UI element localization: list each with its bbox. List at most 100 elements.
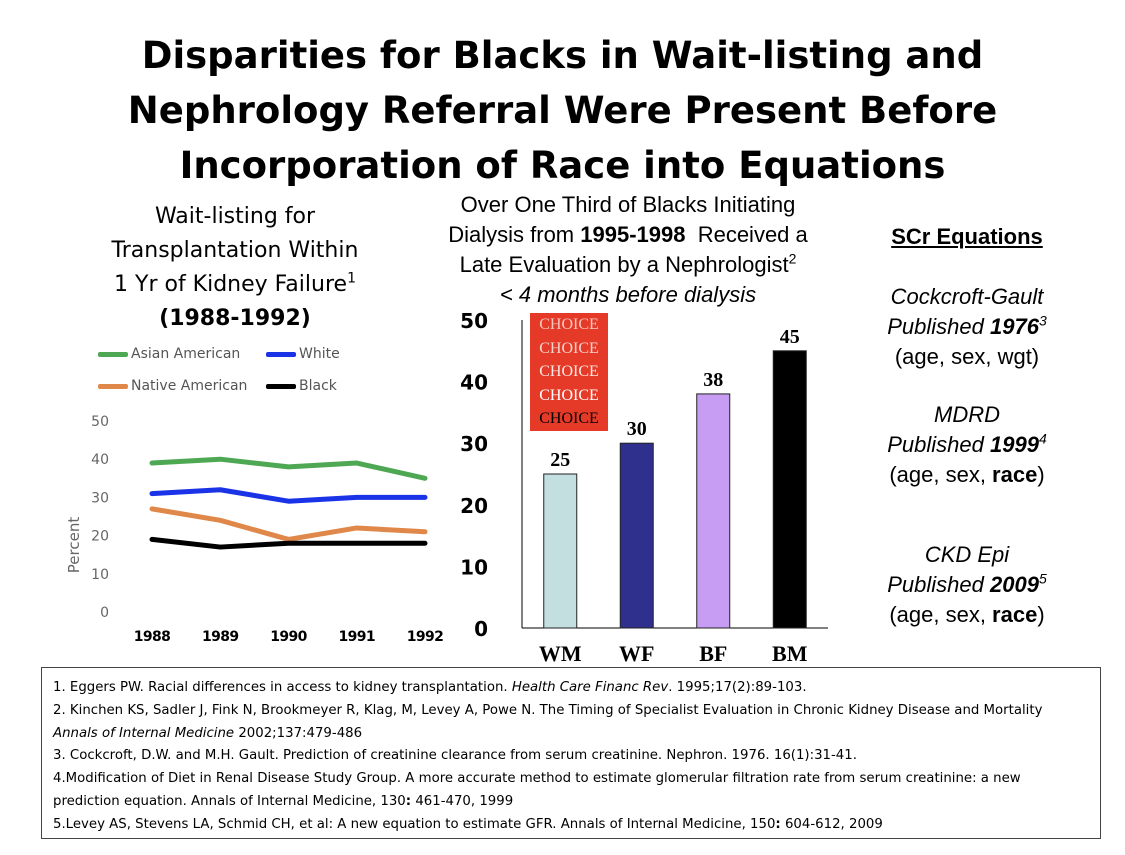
- reference-colon: :: [775, 816, 781, 832]
- y-tick-label: 40: [91, 452, 109, 468]
- reference-text: 4.Modification of Diet in Renal Disease …: [53, 771, 1021, 809]
- equation-cockcroft-gault: Cockcroft-Gault Published 19763 (age, se…: [862, 282, 1072, 372]
- line-chart-title-line-2: Transplantation Within: [111, 238, 359, 263]
- title-line-2: Nephrology Referral Were Present Before: [127, 89, 998, 132]
- line-chart-title-line-3-text: 1 Yr of Kidney Failure: [114, 272, 348, 297]
- equation-ckd-epi: CKD Epi Published 20095 (age, sex, race): [862, 540, 1072, 630]
- y-tick-label: 40: [460, 371, 488, 395]
- equation-variables-race: race: [992, 602, 1038, 627]
- equation-ref: 3: [1038, 312, 1047, 329]
- y-tick-label: 10: [460, 555, 488, 579]
- reference-text: 5.Levey AS, Stevens LA, Schmid CH, et al…: [53, 816, 776, 832]
- equation-published: Published 19763: [862, 312, 1072, 342]
- y-tick-label: 50: [460, 309, 488, 333]
- title-line-3: Incorporation of Race into Equations: [179, 144, 946, 187]
- line-chart-title: Wait-listing for Transplantation Within …: [60, 200, 410, 336]
- bar-bm: [772, 350, 807, 629]
- bar-value-label: 30: [627, 418, 647, 440]
- x-tick-label: 1989: [202, 629, 239, 645]
- bar-chart: 0 10 20 30 40 50 25 WM 30 WF 38 BF 45 BM: [460, 309, 828, 666]
- equation-variables: (age, sex, wgt): [862, 342, 1072, 372]
- legend-label-asian-american: Asian American: [131, 346, 241, 362]
- equation-ref: 4: [1038, 430, 1047, 447]
- equation-published: Published 20095: [862, 570, 1072, 600]
- reference-colon: :: [405, 793, 412, 809]
- x-tick-label: 1990: [270, 629, 307, 645]
- legend-label-native-american: Native American: [131, 378, 248, 394]
- y-tick-label: 0: [100, 605, 109, 621]
- line-chart: 0 10 20 30 40 50 1988 1989 1990 1991 1992 Percent: [65, 414, 444, 645]
- legend-label-white: White: [299, 346, 340, 362]
- reference-5: 5.Levey AS, Stevens LA, Schmid CH, et al…: [53, 814, 1090, 837]
- bar-value-label: 45: [780, 326, 800, 348]
- line-chart-title-years: (1988-1992): [159, 306, 311, 331]
- equation-variables: (age, sex, race): [862, 600, 1072, 630]
- bar-value-label: 25: [550, 449, 570, 471]
- equation-variables: (age, sex, race): [862, 460, 1072, 490]
- reference-2: 2. Kinchen KS, Sadler J, Fink N, Brookme…: [53, 700, 1090, 746]
- bar-chart-title-line-2-post: Received a: [685, 222, 808, 247]
- x-tick-label: 1988: [134, 629, 171, 645]
- legend-item-native-american: Native American: [98, 378, 247, 394]
- scr-equations-title: SCr Equations: [891, 224, 1043, 249]
- equation-published-label: Published: [887, 314, 990, 339]
- equation-published-label: Published: [887, 432, 990, 457]
- bar-chart-title-line-4: < 4 months before dialysis: [499, 282, 757, 307]
- bar-value-label: 38: [703, 369, 723, 391]
- x-tick-label: WF: [619, 641, 654, 666]
- choice-word-5: CHOICE: [539, 410, 599, 428]
- title-line-1: Disparities for Blacks in Wait-listing a…: [141, 34, 984, 77]
- scr-equations-header: SCr Equations: [862, 222, 1072, 252]
- line-chart-title-line-1: Wait-listing for: [154, 204, 316, 229]
- reference-text: 2. Kinchen KS, Sadler J, Fink N, Brookme…: [53, 702, 1043, 718]
- y-tick-label: 30: [460, 432, 488, 456]
- line-chart-title-line-3: 1 Yr of Kidney Failure1: [60, 268, 410, 302]
- bar-chart-title: Over One Third of Blacks Initiating Dial…: [408, 190, 848, 310]
- bar-chart-title-line-3-text: Late Evaluation by a Nephrologist: [459, 252, 789, 277]
- choice-word-3: CHOICE: [539, 363, 599, 381]
- x-tick-label: 1992: [407, 629, 444, 645]
- reference-details: 461-470, 1999: [411, 793, 514, 809]
- legend-item-black: Black: [266, 378, 337, 394]
- series-line-white: [149, 487, 428, 504]
- bar-chart-title-line-1: Over One Third of Blacks Initiating: [460, 192, 796, 217]
- y-tick-label: 0: [474, 617, 488, 641]
- equation-name: CKD Epi: [924, 542, 1010, 567]
- equation-year: 1999: [990, 432, 1039, 457]
- equation-year: 1976: [990, 314, 1039, 339]
- bar-chart-title-ref: 2: [788, 250, 797, 267]
- choice-word-4: CHOICE: [539, 386, 599, 404]
- slide-title: Disparities for Blacks in Wait-listing a…: [40, 28, 1085, 193]
- legend-swatch-asian-american: [98, 351, 128, 357]
- series-line-black: [149, 536, 428, 550]
- bar-chart-title-line-2-pre: Dialysis from: [448, 222, 581, 247]
- equation-year: 2009: [990, 572, 1039, 597]
- reference-1: 1. Eggers PW. Racial differences in acce…: [53, 677, 1090, 700]
- y-tick-label: 20: [460, 494, 488, 518]
- equation-published-label: Published: [887, 572, 990, 597]
- series-line-native-american: [149, 506, 428, 542]
- reference-text: 3. Cockcroft, D.W. and M.H. Gault. Predi…: [53, 748, 857, 764]
- reference-details: 2002;137:479-486: [234, 725, 363, 741]
- equation-mdrd: MDRD Published 19994 (age, sex, race): [862, 400, 1072, 490]
- legend-item-asian-american: Asian American: [98, 346, 240, 362]
- reference-4: 4.Modification of Diet in Renal Disease …: [53, 768, 1090, 814]
- equation-published: Published 19994: [862, 430, 1072, 460]
- equation-ref: 5: [1038, 570, 1047, 587]
- equation-name: Cockcroft-Gault: [890, 284, 1044, 309]
- equation-variables-close: ): [1037, 602, 1045, 627]
- x-tick-label: BF: [699, 641, 727, 666]
- reference-details: 604-612, 2009: [780, 816, 883, 832]
- x-tick-label: BM: [772, 641, 808, 666]
- y-axis-label: Percent: [65, 517, 83, 574]
- equation-name: MDRD: [934, 402, 1000, 427]
- choice-graphic: CHOICE CHOICE CHOICE CHOICE CHOICE: [530, 313, 608, 431]
- legend-swatch-black: [266, 383, 296, 389]
- reference-details: . 1995;17(2):89-103.: [668, 680, 807, 695]
- reference-journal: Annals of Internal Medicine: [53, 725, 235, 741]
- line-chart-title-ref: 1: [347, 270, 356, 287]
- legend-item-white: White: [266, 346, 340, 362]
- legend-swatch-white: [266, 351, 296, 357]
- reference-text: 1. Eggers PW. Racial differences in acce…: [53, 680, 512, 695]
- choice-word-2: CHOICE: [539, 339, 599, 357]
